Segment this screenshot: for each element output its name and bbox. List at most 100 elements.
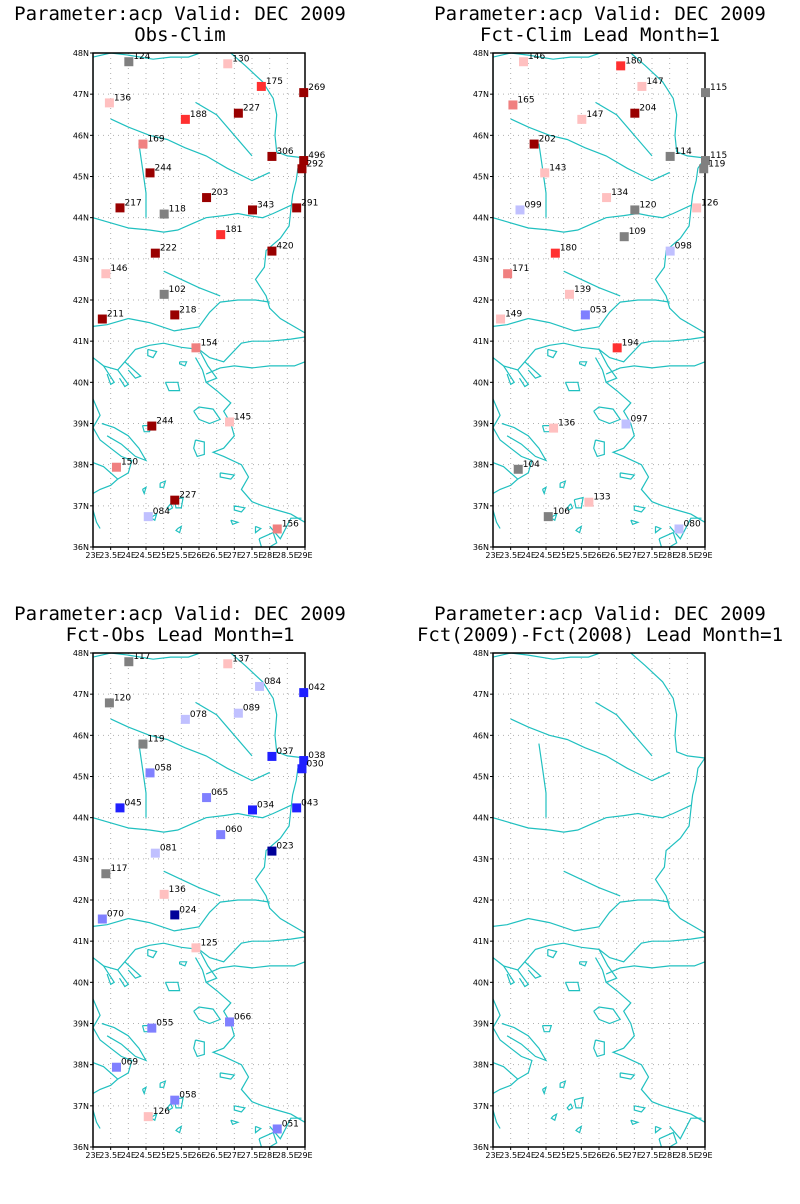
station-value-label: 081	[160, 844, 177, 854]
coastline	[669, 1117, 702, 1140]
coastline	[559, 1080, 567, 1088]
coastline	[493, 942, 600, 971]
coastline	[563, 870, 621, 897]
map-canvas: 48N47N46N45N44N43N42N41N40N39N38N37N36N2…	[473, 49, 727, 560]
lat-label: 46N	[473, 731, 489, 740]
station-marker	[529, 139, 539, 149]
coastline	[193, 1006, 222, 1025]
lon-label: 25E	[556, 1151, 571, 1160]
coastline	[595, 101, 653, 157]
panel-fct-clim: Parameter:acp Valid: DEC 2009 Fct-Clim L…	[400, 0, 800, 600]
coastline	[575, 525, 583, 534]
coastline	[219, 472, 236, 480]
station-marker	[630, 205, 640, 215]
station-marker	[101, 869, 111, 879]
lon-label: 26.5E	[205, 1151, 228, 1160]
lat-label: 38N	[473, 461, 489, 470]
station-value-label: 211	[107, 310, 124, 320]
lon-label: 23.5E	[499, 551, 522, 560]
station-marker	[225, 1017, 235, 1027]
panel-title-line1: Parameter:acp Valid: DEC 2009	[14, 3, 346, 25]
lat-label: 47N	[73, 90, 89, 99]
lat-label: 40N	[473, 978, 489, 987]
station-marker	[191, 343, 201, 353]
station-marker	[248, 805, 257, 815]
coastline	[524, 361, 542, 379]
station-value-label: 099	[525, 200, 542, 210]
panel-fct-diff: Parameter:acp Valid: DEC 2009 Fct(2009)-…	[400, 600, 800, 1200]
station-value-label: 203	[211, 188, 228, 198]
coastline	[594, 349, 618, 384]
coastline	[593, 1039, 605, 1058]
coastline	[205, 361, 305, 375]
station-value-label: 070	[107, 910, 124, 920]
coastline	[493, 299, 670, 332]
coastline	[93, 942, 200, 971]
station-value-label: 084	[153, 507, 170, 517]
station-marker	[612, 343, 622, 353]
coastline	[593, 406, 622, 425]
coastline	[254, 525, 263, 534]
coastline	[205, 381, 305, 523]
coastline	[493, 1109, 501, 1129]
station-marker	[540, 168, 550, 178]
coastline	[254, 157, 305, 334]
station-value-label: 069	[121, 1058, 138, 1068]
coastline	[194, 949, 218, 984]
station-value-label: 156	[282, 519, 299, 529]
lon-label: 28E	[662, 551, 677, 560]
coastline	[163, 870, 221, 897]
station-marker	[621, 419, 631, 429]
station-marker	[147, 1023, 157, 1033]
station-value-label: 102	[169, 285, 186, 295]
coastline	[564, 981, 581, 992]
station-value-label: 169	[147, 135, 164, 145]
station-marker	[564, 289, 574, 299]
station-value-label: 097	[631, 415, 648, 425]
coastline	[593, 1006, 622, 1025]
lat-label: 46N	[73, 731, 89, 740]
map-obs-clim: 48N 47N 46N 45N 44N 43N 42N 41N 40N 39N 38N 37N 36N 2…	[0, 0, 400, 604]
station-value-label: 058	[155, 763, 172, 773]
panel-title-line2: Fct(2009)-Fct(2008) Lead Month=1	[416, 624, 784, 646]
coastline	[93, 509, 101, 529]
coastline	[517, 969, 530, 988]
lat-label: 44N	[73, 214, 89, 223]
coastline	[493, 998, 533, 1080]
coastline	[173, 496, 184, 509]
lat-label: 45N	[473, 773, 489, 782]
station-value-label: 202	[539, 135, 556, 145]
map-canvas: 48N47N46N45N44N43N42N41N40N39N38N37N36N2…	[73, 649, 326, 1160]
coastline	[166, 503, 174, 511]
coastline	[573, 496, 584, 509]
coastline	[630, 519, 640, 526]
lat-label: 43N	[73, 855, 89, 864]
map-canvas: 48N47N46N45N44N43N42N41N40N39N38N37N36N2…	[473, 649, 713, 1160]
lat-label: 38N	[473, 1061, 489, 1070]
panel-fct-obs: Parameter:acp Valid: DEC 2009 Fct-Obs Le…	[0, 600, 400, 1200]
station-marker	[692, 203, 702, 213]
station-value-label: 134	[611, 188, 628, 198]
lat-label: 36N	[73, 1143, 89, 1152]
lon-label: 26.5E	[605, 551, 628, 560]
coastline	[629, 653, 705, 759]
station-marker	[637, 81, 647, 91]
panel-obs-clim: Parameter:acp Valid: DEC 2009 Obs-Clim 4…	[0, 0, 400, 600]
lon-label: 28E	[262, 1151, 277, 1160]
station-marker	[104, 698, 114, 708]
lon-label: 28E	[262, 551, 277, 560]
station-marker	[299, 88, 309, 98]
station-marker	[292, 803, 302, 813]
station-marker	[602, 193, 612, 203]
station-value-label: 180	[625, 56, 642, 66]
coastline	[229, 653, 305, 759]
station-marker	[104, 98, 114, 108]
coastline	[550, 1112, 558, 1122]
lon-label: 28.5E	[276, 551, 299, 560]
station-marker	[143, 1112, 153, 1122]
station-marker	[150, 848, 160, 858]
station-marker	[299, 156, 309, 166]
station-value-label: 119	[708, 159, 725, 169]
coastline	[541, 485, 548, 496]
station-marker	[665, 246, 675, 256]
